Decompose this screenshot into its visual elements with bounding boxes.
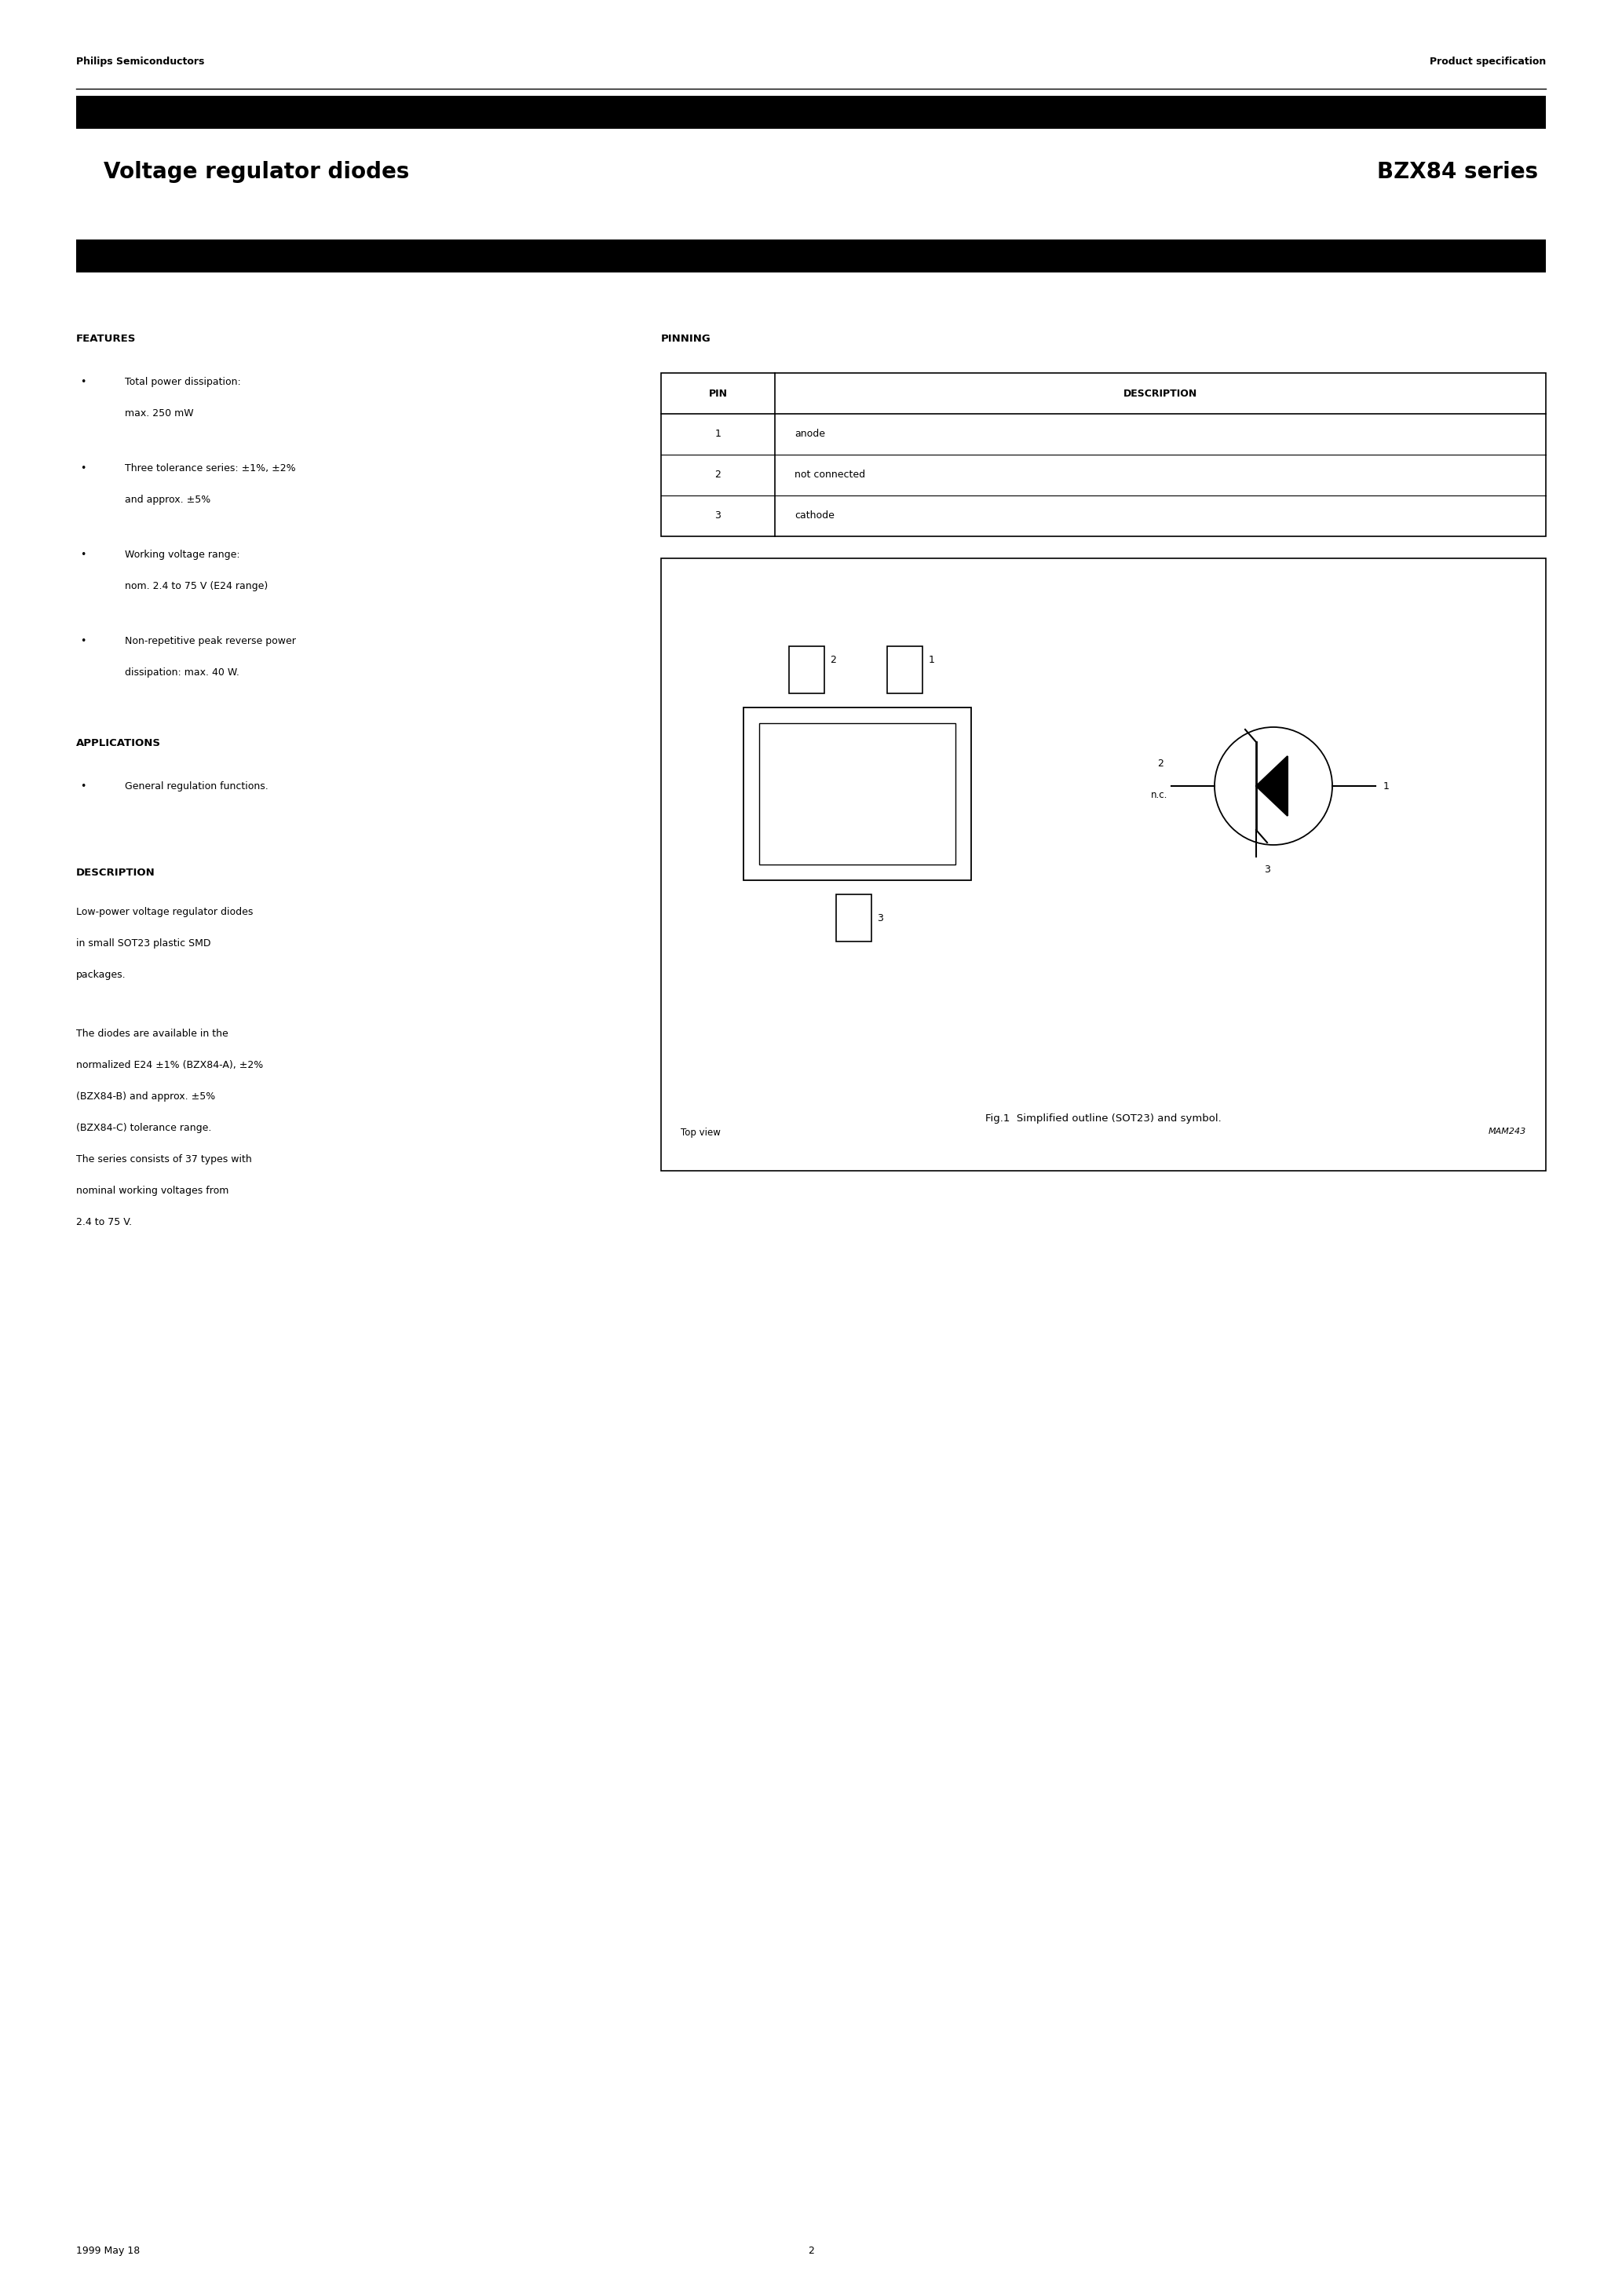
Text: PIN: PIN (709, 388, 727, 400)
Text: 1: 1 (928, 654, 934, 666)
Text: DESCRIPTION: DESCRIPTION (1124, 388, 1197, 400)
Text: •: • (79, 781, 86, 792)
Bar (835, 895, 871, 941)
Text: nom. 2.4 to 75 V (E24 range): nom. 2.4 to 75 V (E24 range) (125, 581, 268, 592)
Polygon shape (1255, 755, 1288, 815)
Text: 1999 May 18: 1999 May 18 (76, 2245, 139, 2257)
Text: nominal working voltages from: nominal working voltages from (76, 1185, 229, 1196)
Text: Non-repetitive peak reverse power: Non-repetitive peak reverse power (125, 636, 295, 645)
Text: normalized E24 ±1% (BZX84-A), ±2%: normalized E24 ±1% (BZX84-A), ±2% (76, 1061, 263, 1070)
Text: •: • (79, 636, 86, 645)
Text: 2: 2 (830, 654, 837, 666)
Text: The diodes are available in the: The diodes are available in the (76, 1029, 229, 1038)
Text: and approx. ±5%: and approx. ±5% (125, 494, 211, 505)
Text: max. 250 mW: max. 250 mW (125, 409, 193, 418)
Bar (743, 707, 972, 879)
Text: dissipation: max. 40 W.: dissipation: max. 40 W. (125, 668, 240, 677)
Text: Philips Semiconductors: Philips Semiconductors (76, 57, 204, 67)
Text: Three tolerance series: ±1%, ±2%: Three tolerance series: ±1%, ±2% (125, 464, 295, 473)
Text: 1: 1 (1384, 781, 1390, 792)
Text: BZX84 series: BZX84 series (1377, 161, 1538, 184)
Text: Top view: Top view (681, 1127, 720, 1139)
Bar (788, 645, 824, 693)
Text: FEATURES: FEATURES (76, 333, 136, 344)
Text: Total power dissipation:: Total power dissipation: (125, 377, 240, 388)
Text: 2.4 to 75 V.: 2.4 to 75 V. (76, 1217, 131, 1228)
Text: 2: 2 (808, 2245, 814, 2257)
Text: DESCRIPTION: DESCRIPTION (76, 868, 156, 877)
Text: not connected: not connected (795, 471, 865, 480)
Bar (662, 558, 1546, 1171)
Text: 3: 3 (878, 914, 884, 923)
Text: cathode: cathode (795, 510, 834, 521)
Text: (BZX84-C) tolerance range.: (BZX84-C) tolerance range. (76, 1123, 211, 1134)
Text: 3: 3 (715, 510, 722, 521)
Text: APPLICATIONS: APPLICATIONS (76, 737, 161, 748)
Text: anode: anode (795, 429, 826, 439)
Text: packages.: packages. (76, 969, 127, 980)
Bar (887, 645, 921, 693)
Text: 3: 3 (1264, 866, 1270, 875)
Bar (76, 239, 1546, 273)
Text: •: • (79, 464, 86, 473)
Text: Working voltage range:: Working voltage range: (125, 549, 240, 560)
Text: 2: 2 (1158, 758, 1163, 769)
Text: The series consists of 37 types with: The series consists of 37 types with (76, 1155, 251, 1164)
Text: 1: 1 (715, 429, 722, 439)
Text: Voltage regulator diodes: Voltage regulator diodes (104, 161, 409, 184)
Bar (662, 372, 1546, 537)
Text: PINNING: PINNING (662, 333, 710, 344)
Bar (759, 723, 955, 866)
Text: (BZX84-B) and approx. ±5%: (BZX84-B) and approx. ±5% (76, 1091, 216, 1102)
Text: Product specification: Product specification (1429, 57, 1546, 67)
Text: •: • (79, 549, 86, 560)
Text: Fig.1  Simplified outline (SOT23) and symbol.: Fig.1 Simplified outline (SOT23) and sym… (986, 1114, 1221, 1123)
Text: in small SOT23 plastic SMD: in small SOT23 plastic SMD (76, 939, 211, 948)
Text: 2: 2 (715, 471, 722, 480)
Text: MAM243: MAM243 (1489, 1127, 1526, 1137)
Text: •: • (79, 377, 86, 388)
Bar (76, 96, 1546, 129)
Text: General regulation functions.: General regulation functions. (125, 781, 268, 792)
Text: n.c.: n.c. (1150, 790, 1168, 799)
Text: Low-power voltage regulator diodes: Low-power voltage regulator diodes (76, 907, 253, 916)
